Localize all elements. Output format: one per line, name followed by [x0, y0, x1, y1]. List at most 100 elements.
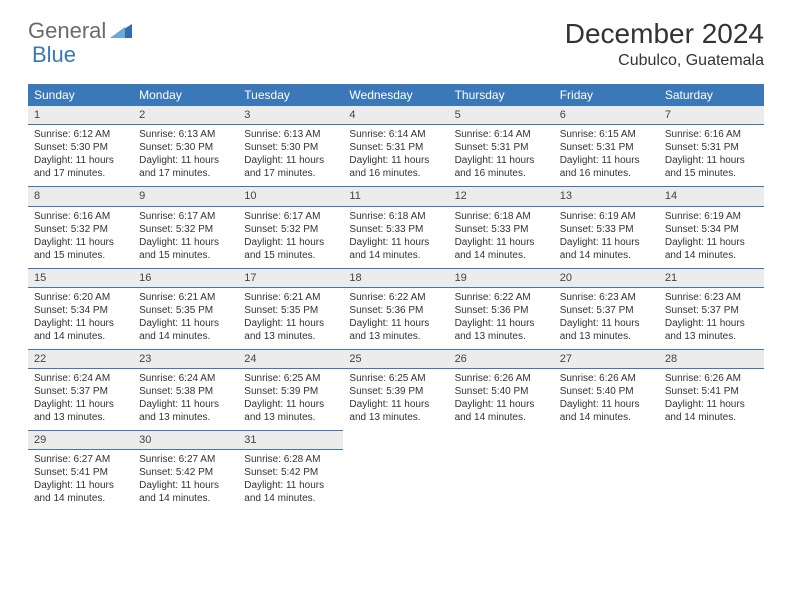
day-number: 9	[133, 186, 238, 206]
day-d2: and 15 minutes.	[244, 249, 337, 262]
day-d1: Daylight: 11 hours	[244, 479, 337, 492]
day-number: 16	[133, 268, 238, 288]
day-d2: and 14 minutes.	[560, 411, 653, 424]
day-d2: and 13 minutes.	[244, 411, 337, 424]
day-d2: and 17 minutes.	[139, 167, 232, 180]
calendar-day-cell: 3Sunrise: 6:13 AMSunset: 5:30 PMDaylight…	[238, 106, 343, 186]
day-number: 8	[28, 186, 133, 206]
day-number: 26	[449, 349, 554, 369]
day-ss: Sunset: 5:33 PM	[560, 223, 653, 236]
day-number: 19	[449, 268, 554, 288]
day-number: 22	[28, 349, 133, 369]
day-ss: Sunset: 5:36 PM	[455, 304, 548, 317]
day-number: 17	[238, 268, 343, 288]
day-ss: Sunset: 5:36 PM	[349, 304, 442, 317]
weekday-header: Sunday	[28, 84, 133, 106]
day-ss: Sunset: 5:31 PM	[560, 141, 653, 154]
day-details: Sunrise: 6:21 AMSunset: 5:35 PMDaylight:…	[238, 288, 343, 349]
weekday-header: Thursday	[449, 84, 554, 106]
calendar-day-cell: 9Sunrise: 6:17 AMSunset: 5:32 PMDaylight…	[133, 186, 238, 267]
day-d1: Daylight: 11 hours	[665, 317, 758, 330]
day-sr: Sunrise: 6:27 AM	[139, 453, 232, 466]
weekday-header-row: Sunday Monday Tuesday Wednesday Thursday…	[28, 84, 764, 106]
calendar-day-cell: 14Sunrise: 6:19 AMSunset: 5:34 PMDayligh…	[659, 186, 764, 267]
day-sr: Sunrise: 6:16 AM	[665, 128, 758, 141]
day-d2: and 13 minutes.	[560, 330, 653, 343]
day-d2: and 13 minutes.	[665, 330, 758, 343]
calendar-day-cell: 21Sunrise: 6:23 AMSunset: 5:37 PMDayligh…	[659, 268, 764, 349]
day-details: Sunrise: 6:23 AMSunset: 5:37 PMDaylight:…	[554, 288, 659, 349]
day-ss: Sunset: 5:42 PM	[244, 466, 337, 479]
day-d1: Daylight: 11 hours	[349, 317, 442, 330]
day-d1: Daylight: 11 hours	[244, 154, 337, 167]
weekday-header: Saturday	[659, 84, 764, 106]
day-d1: Daylight: 11 hours	[455, 236, 548, 249]
day-number: 12	[449, 186, 554, 206]
day-sr: Sunrise: 6:14 AM	[349, 128, 442, 141]
day-details: Sunrise: 6:24 AMSunset: 5:38 PMDaylight:…	[133, 369, 238, 430]
day-number: 28	[659, 349, 764, 369]
day-details: Sunrise: 6:18 AMSunset: 5:33 PMDaylight:…	[343, 207, 448, 268]
day-details: Sunrise: 6:25 AMSunset: 5:39 PMDaylight:…	[343, 369, 448, 430]
day-ss: Sunset: 5:40 PM	[455, 385, 548, 398]
calendar-day-cell	[449, 430, 554, 511]
day-d2: and 13 minutes.	[349, 330, 442, 343]
calendar-week-row: 15Sunrise: 6:20 AMSunset: 5:34 PMDayligh…	[28, 268, 764, 349]
weekday-header: Wednesday	[343, 84, 448, 106]
day-sr: Sunrise: 6:22 AM	[349, 291, 442, 304]
day-d1: Daylight: 11 hours	[34, 154, 127, 167]
day-number: 30	[133, 430, 238, 450]
day-ss: Sunset: 5:39 PM	[244, 385, 337, 398]
day-d1: Daylight: 11 hours	[139, 154, 232, 167]
calendar-day-cell: 22Sunrise: 6:24 AMSunset: 5:37 PMDayligh…	[28, 349, 133, 430]
day-d2: and 14 minutes.	[560, 249, 653, 262]
day-d1: Daylight: 11 hours	[139, 398, 232, 411]
day-d1: Daylight: 11 hours	[455, 154, 548, 167]
calendar-week-row: 1Sunrise: 6:12 AMSunset: 5:30 PMDaylight…	[28, 106, 764, 186]
day-number: 27	[554, 349, 659, 369]
day-d2: and 14 minutes.	[665, 249, 758, 262]
calendar-day-cell: 15Sunrise: 6:20 AMSunset: 5:34 PMDayligh…	[28, 268, 133, 349]
day-details: Sunrise: 6:27 AMSunset: 5:41 PMDaylight:…	[28, 450, 133, 511]
day-details: Sunrise: 6:17 AMSunset: 5:32 PMDaylight:…	[238, 207, 343, 268]
day-d1: Daylight: 11 hours	[455, 398, 548, 411]
day-d1: Daylight: 11 hours	[349, 154, 442, 167]
day-details: Sunrise: 6:27 AMSunset: 5:42 PMDaylight:…	[133, 450, 238, 511]
day-d2: and 13 minutes.	[455, 330, 548, 343]
calendar-day-cell: 31Sunrise: 6:28 AMSunset: 5:42 PMDayligh…	[238, 430, 343, 511]
day-details: Sunrise: 6:19 AMSunset: 5:33 PMDaylight:…	[554, 207, 659, 268]
calendar-day-cell: 30Sunrise: 6:27 AMSunset: 5:42 PMDayligh…	[133, 430, 238, 511]
day-details: Sunrise: 6:19 AMSunset: 5:34 PMDaylight:…	[659, 207, 764, 268]
day-sr: Sunrise: 6:13 AM	[139, 128, 232, 141]
day-ss: Sunset: 5:30 PM	[244, 141, 337, 154]
calendar-day-cell: 18Sunrise: 6:22 AMSunset: 5:36 PMDayligh…	[343, 268, 448, 349]
day-d2: and 13 minutes.	[139, 411, 232, 424]
day-ss: Sunset: 5:38 PM	[139, 385, 232, 398]
day-number: 13	[554, 186, 659, 206]
day-sr: Sunrise: 6:23 AM	[560, 291, 653, 304]
day-details: Sunrise: 6:21 AMSunset: 5:35 PMDaylight:…	[133, 288, 238, 349]
calendar-day-cell: 26Sunrise: 6:26 AMSunset: 5:40 PMDayligh…	[449, 349, 554, 430]
day-sr: Sunrise: 6:21 AM	[244, 291, 337, 304]
day-details: Sunrise: 6:17 AMSunset: 5:32 PMDaylight:…	[133, 207, 238, 268]
calendar-day-cell: 17Sunrise: 6:21 AMSunset: 5:35 PMDayligh…	[238, 268, 343, 349]
day-d1: Daylight: 11 hours	[139, 479, 232, 492]
calendar-week-row: 8Sunrise: 6:16 AMSunset: 5:32 PMDaylight…	[28, 186, 764, 267]
day-number: 20	[554, 268, 659, 288]
day-details: Sunrise: 6:26 AMSunset: 5:40 PMDaylight:…	[554, 369, 659, 430]
day-details: Sunrise: 6:18 AMSunset: 5:33 PMDaylight:…	[449, 207, 554, 268]
logo-text-blue: Blue	[32, 42, 76, 68]
calendar-day-cell	[659, 430, 764, 511]
day-sr: Sunrise: 6:19 AM	[665, 210, 758, 223]
day-ss: Sunset: 5:32 PM	[139, 223, 232, 236]
calendar-day-cell	[343, 430, 448, 511]
day-number: 25	[343, 349, 448, 369]
day-d2: and 15 minutes.	[665, 167, 758, 180]
day-ss: Sunset: 5:40 PM	[560, 385, 653, 398]
day-sr: Sunrise: 6:17 AM	[244, 210, 337, 223]
day-ss: Sunset: 5:31 PM	[455, 141, 548, 154]
logo-text-general: General	[28, 18, 106, 44]
day-d2: and 13 minutes.	[349, 411, 442, 424]
day-d2: and 16 minutes.	[560, 167, 653, 180]
calendar-table: Sunday Monday Tuesday Wednesday Thursday…	[28, 84, 764, 511]
